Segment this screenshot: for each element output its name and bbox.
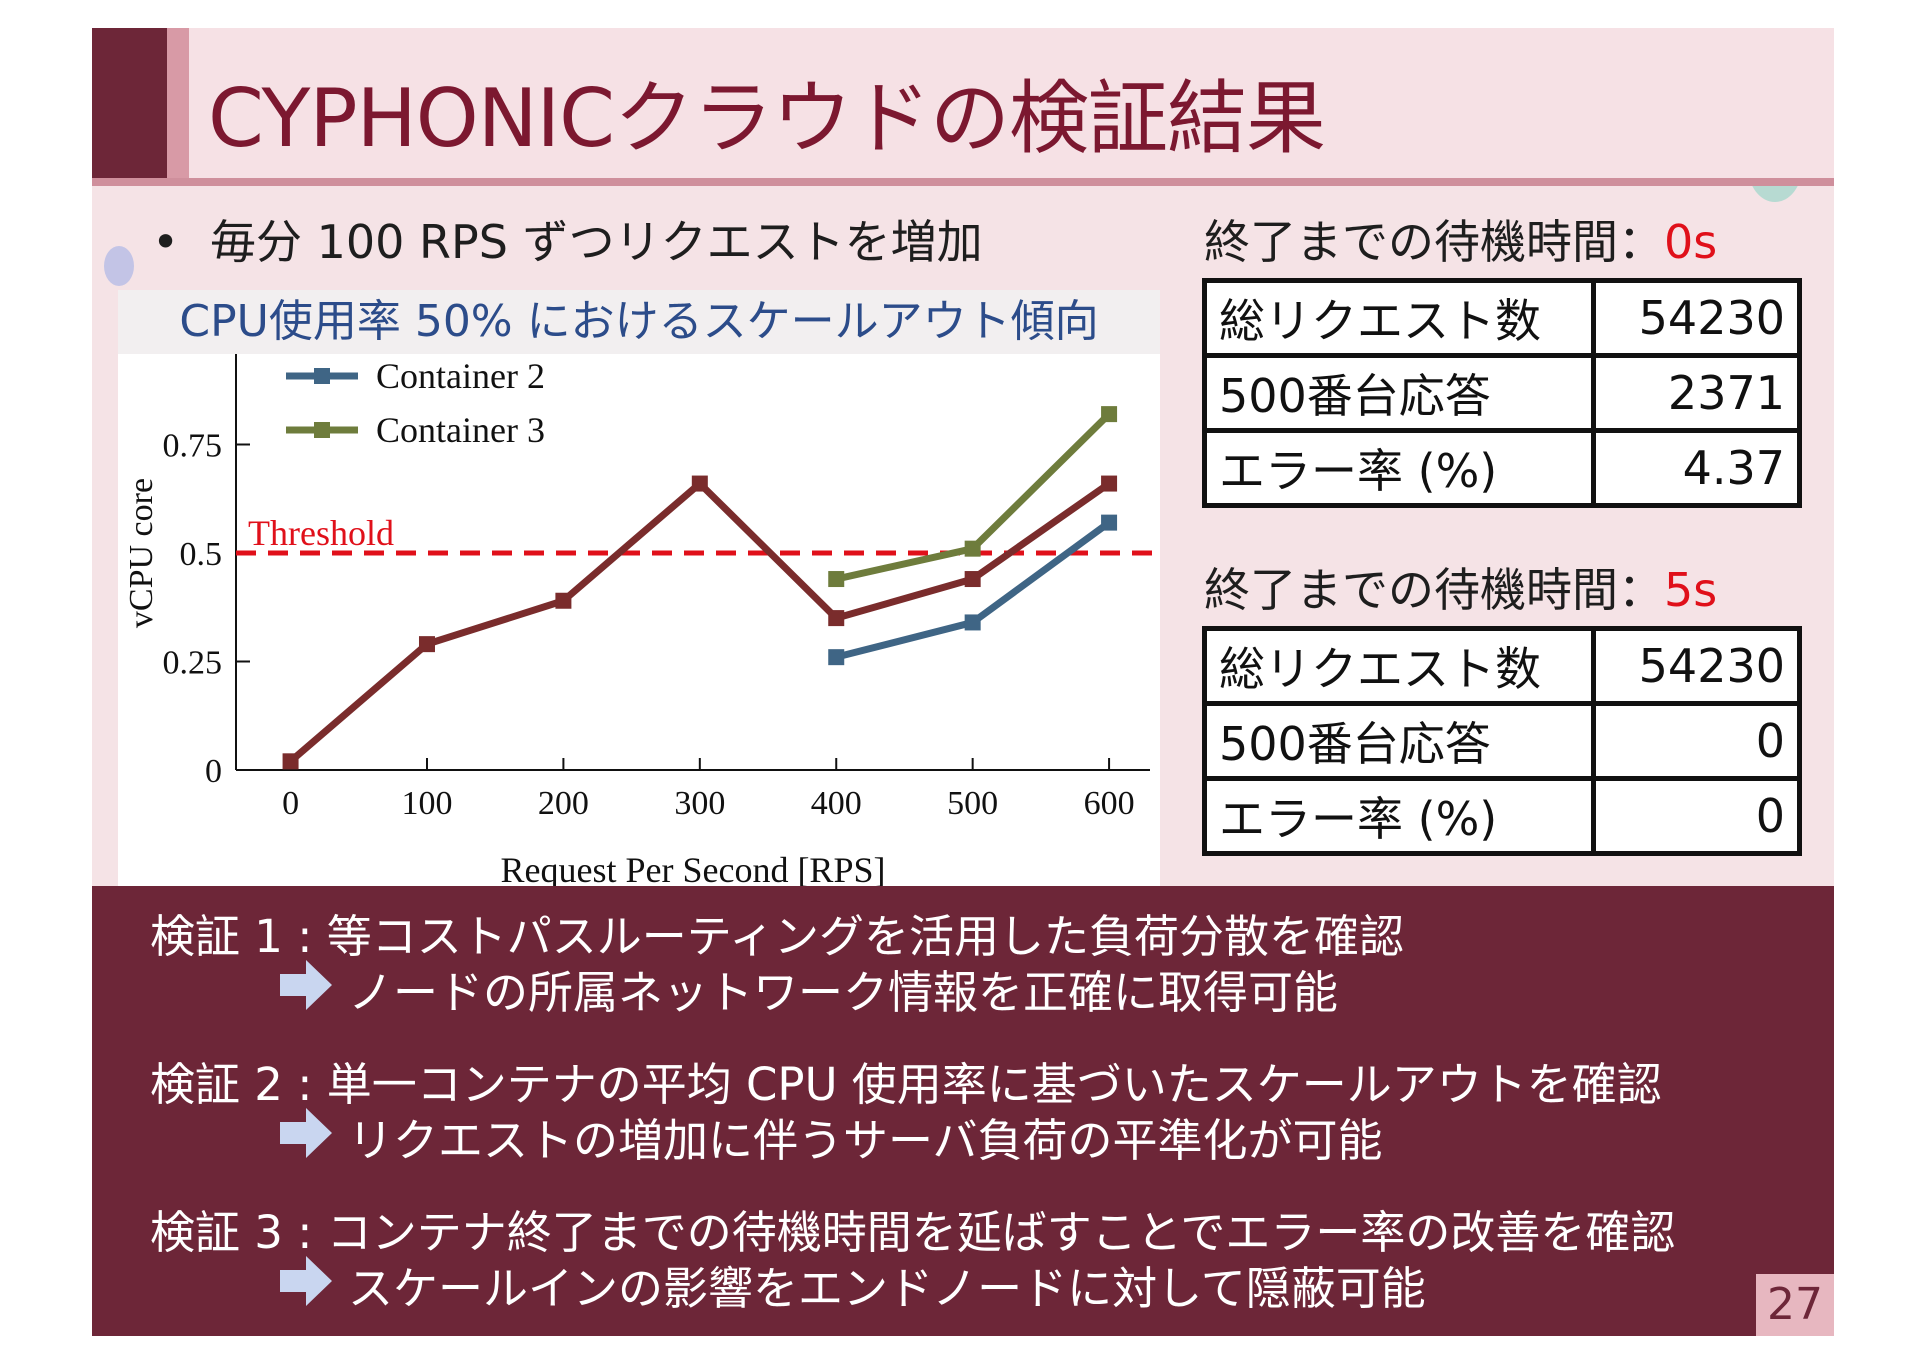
table-value: 2371 <box>1591 353 1802 433</box>
y-axis-label: vCPU core <box>123 478 160 628</box>
data-point <box>1101 514 1118 531</box>
data-point <box>964 540 981 557</box>
results-panel: 検証 1 : 等コストパスルーティングを活用した負荷分散を確認 ノードの所属ネッ… <box>92 886 1834 1336</box>
wait-time-text-1: 終了までの待機時間： <box>1204 215 1664 269</box>
threshold-label: Threshold <box>248 513 394 553</box>
data-point <box>964 571 981 588</box>
title-underline <box>92 178 1834 186</box>
wait-time-value-1: 0s <box>1664 215 1718 269</box>
y-tick-label: 0.5 <box>180 536 223 573</box>
title-bar <box>92 28 1834 186</box>
wait-time-label-1: 終了までの待機時間：0s <box>1204 206 1717 272</box>
series-line-1 <box>288 480 1112 764</box>
bullet-dot: • <box>152 215 180 269</box>
result-heading-2: 検証 2 : 単一コンテナの平均 CPU 使用率に基づいたスケールアウトを確認 <box>150 1058 1662 1111</box>
legend-marker <box>314 368 330 384</box>
bullet-item: • 毎分 100 RPS ずつリクエストを増加 <box>152 206 983 272</box>
table-row: エラー率 (%) 4.37 <box>1202 428 1802 508</box>
arrow-right-icon <box>280 1108 332 1158</box>
legend-label: Container 2 <box>376 356 545 396</box>
title-accent-light <box>167 28 189 186</box>
x-axis-label: Request Per Second [RPS] <box>501 850 886 890</box>
data-point <box>828 610 845 627</box>
table-row: 500番台応答 0 <box>1202 701 1802 781</box>
table-key: 500番台応答 <box>1202 353 1596 433</box>
table-row: 総リクエスト数 54230 <box>1202 626 1802 706</box>
arrow-right-icon <box>280 1256 332 1306</box>
x-tick-label: 500 <box>947 785 998 822</box>
table-row: 総リクエスト数 54230 <box>1202 278 1802 358</box>
result-heading-1: 検証 1 : 等コストパスルーティングを活用した負荷分散を確認 <box>150 910 1405 963</box>
table-key: 総リクエスト数 <box>1202 626 1596 706</box>
cpu-chart: 00.250.50.7510100200300400500600Request … <box>123 302 1158 890</box>
data-point <box>418 636 435 653</box>
data-point <box>828 649 845 666</box>
table-row: エラー率 (%) 0 <box>1202 776 1802 856</box>
table-value: 54230 <box>1591 626 1802 706</box>
legend-label: Container 3 <box>376 410 545 450</box>
wait-time-value-2: 5s <box>1664 563 1718 617</box>
x-tick-label: 600 <box>1084 785 1135 822</box>
table-key: エラー率 (%) <box>1202 776 1596 856</box>
result-table-1: 総リクエスト数 54230 500番台応答 2371 エラー率 (%) 4.37 <box>1202 278 1802 508</box>
x-tick-label: 400 <box>811 785 862 822</box>
arrow-right-icon <box>280 960 332 1010</box>
bullet-text: 毎分 100 RPS ずつリクエストを増加 <box>210 215 983 269</box>
chart-panel: 00.250.50.7510100200300400500600Request … <box>118 290 1160 894</box>
wait-time-text-2: 終了までの待機時間： <box>1204 563 1664 617</box>
chart-title: CPU使用率 50% におけるスケールアウト傾向 <box>118 290 1160 354</box>
data-point <box>964 614 981 631</box>
result-conclusion-2: リクエストの増加に伴うサーバ負荷の平準化が可能 <box>348 1114 1383 1167</box>
wait-time-label-2: 終了までの待機時間：5s <box>1204 554 1717 620</box>
table-value: 0 <box>1591 701 1802 781</box>
data-point <box>691 475 708 492</box>
table-key: 総リクエスト数 <box>1202 278 1596 358</box>
x-tick-label: 200 <box>538 785 589 822</box>
table-value: 54230 <box>1591 278 1802 358</box>
table-value: 0 <box>1591 776 1802 856</box>
data-point <box>282 753 299 770</box>
data-point <box>1101 475 1118 492</box>
y-tick-label: 0.75 <box>163 428 223 465</box>
data-point <box>1101 406 1118 423</box>
data-point <box>828 571 845 588</box>
page-title: CYPHONICクラウドの検証結果 <box>208 72 1326 165</box>
result-heading-3: 検証 3 : コンテナ終了までの待機時間を延ばすことでエラー率の改善を確認 <box>150 1206 1676 1259</box>
table-row: 500番台応答 2371 <box>1202 353 1802 433</box>
y-tick-label: 0.25 <box>163 645 223 682</box>
x-tick-label: 100 <box>401 785 452 822</box>
result-conclusion-1: ノードの所属ネットワーク情報を正確に取得可能 <box>348 966 1339 1019</box>
x-tick-label: 300 <box>674 785 725 822</box>
slide: CYPHONICクラウドの検証結果 • 毎分 100 RPS ずつリクエストを増加… <box>92 28 1834 1336</box>
title-accent-dark <box>92 28 167 186</box>
table-value: 4.37 <box>1591 428 1802 508</box>
result-conclusion-3: スケールインの影響をエンドノードに対して隠蔽可能 <box>348 1262 1426 1315</box>
decor-circle-lavender <box>104 246 134 286</box>
x-tick-label: 0 <box>282 785 299 822</box>
page-number: 27 <box>1756 1274 1834 1336</box>
data-point <box>555 592 572 609</box>
legend-marker <box>314 422 330 438</box>
table-key: エラー率 (%) <box>1202 428 1596 508</box>
y-tick-label: 0 <box>205 753 222 790</box>
result-table-2: 総リクエスト数 54230 500番台応答 0 エラー率 (%) 0 <box>1202 626 1802 856</box>
table-key: 500番台応答 <box>1202 701 1596 781</box>
